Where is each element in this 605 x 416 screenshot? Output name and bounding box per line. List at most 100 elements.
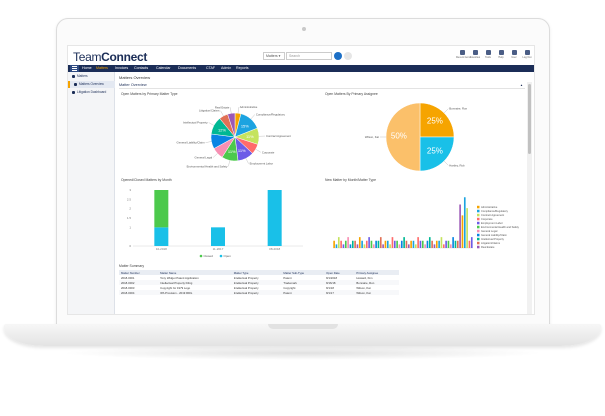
nav-item-home[interactable]: Home (82, 66, 92, 70)
bar-27[interactable] (396, 240, 398, 248)
search-scope-select[interactable]: Matters ▾ (263, 52, 285, 60)
bar-29[interactable] (400, 240, 403, 248)
bar-0[interactable] (333, 240, 335, 248)
bar-41[interactable] (428, 237, 431, 248)
scrollbar-thumb[interactable] (528, 84, 531, 154)
bar-48[interactable] (445, 240, 447, 248)
bar-23[interactable] (386, 240, 389, 248)
nav-item-calendar[interactable]: Calendar (156, 66, 171, 70)
bar-55[interactable] (461, 215, 464, 248)
bar-13[interactable] (363, 244, 366, 248)
bar-42[interactable] (431, 240, 433, 248)
bar-40[interactable] (426, 240, 429, 248)
bar-22[interactable] (384, 240, 387, 248)
nav-item-documents[interactable]: Documents (178, 66, 197, 70)
sidebar-item-matters[interactable]: Matters (68, 73, 115, 80)
column-header-matter-name[interactable]: Matter Name (158, 270, 232, 275)
bar-16[interactable] (370, 240, 373, 248)
table-row[interactable]: 2018-0004 IPA Provision - 2019 RDG Intelle… (119, 290, 399, 295)
bar-49[interactable] (447, 240, 450, 248)
bar-52[interactable] (454, 240, 457, 248)
bar-21[interactable] (382, 244, 384, 248)
toolbar-favorites-button[interactable]: Favorites (469, 50, 481, 59)
bar-18[interactable] (375, 240, 377, 248)
nav-item-contacts[interactable]: Contacts (134, 66, 149, 70)
bar-35[interactable] (414, 244, 417, 248)
column-header-open-date[interactable]: Open Date (324, 270, 355, 275)
bar-47[interactable] (442, 244, 445, 248)
column-header-matter-sub-type[interactable]: Matter Sub-Type (281, 270, 325, 275)
bar-38[interactable] (421, 240, 424, 248)
toolbar-tools-button[interactable]: Tools (482, 50, 494, 59)
bar-17[interactable] (372, 244, 375, 248)
bar-open-10-2018[interactable] (154, 227, 169, 246)
table-row[interactable]: 2018-0003 Copyright for 1979 Logo Intellec… (119, 285, 399, 290)
table-row[interactable]: 2018-0002 Intellectual Property Filing Int… (119, 280, 399, 285)
nav-item-reports[interactable]: Reports (236, 66, 249, 70)
table-row[interactable]: 2018-0001 Tony Widget Patent Application I… (119, 275, 399, 280)
pie-slice-hartley-rob[interactable] (419, 136, 455, 172)
bar-12[interactable] (361, 240, 363, 248)
bar-open-08-2018[interactable] (267, 190, 282, 246)
bar-34[interactable] (412, 240, 415, 248)
bar-28[interactable] (398, 244, 401, 248)
collapse-icon[interactable]: ▲ (520, 83, 523, 87)
panel-header[interactable]: Matter Overview ▲ (119, 83, 525, 89)
bar-54[interactable] (459, 204, 461, 249)
column-header-matter-type[interactable]: Matter Type (231, 270, 282, 275)
bar-57[interactable] (466, 208, 468, 248)
bar-15[interactable] (368, 237, 370, 248)
search-input[interactable]: Search (286, 52, 332, 60)
toolbar-user-button[interactable]: User (508, 50, 520, 59)
bar-8[interactable] (351, 240, 354, 248)
bar-3[interactable] (340, 240, 342, 248)
bar-10[interactable] (356, 244, 359, 248)
bar-20[interactable] (379, 237, 382, 248)
bar-44[interactable] (435, 240, 438, 248)
bar-9[interactable] (354, 240, 356, 248)
bar-37[interactable] (419, 240, 422, 248)
logo[interactable]: TeamConnect (73, 50, 147, 64)
bar-36[interactable] (417, 237, 419, 248)
column-header-primary-assignee[interactable]: Primary Assignee (354, 270, 399, 275)
bar-open-11-2017[interactable] (211, 227, 225, 246)
nav-item-matters[interactable]: Matters (96, 66, 108, 70)
nav-item-ctaf[interactable]: CTAF (206, 66, 216, 70)
column-header-matter-number[interactable]: Matter Number (119, 270, 159, 275)
bar-14[interactable] (365, 240, 368, 248)
bar-30[interactable] (403, 237, 405, 248)
toolbar-recent-items-button[interactable]: Recent Items (456, 50, 471, 59)
bar-58[interactable] (468, 240, 471, 248)
bar-33[interactable] (410, 240, 412, 248)
bar-39[interactable] (424, 244, 426, 248)
bar-closed-10-2018[interactable] (154, 190, 169, 228)
nav-item-admin[interactable]: Admin (221, 66, 232, 70)
nav-item-invoices[interactable]: Invoices (115, 66, 129, 70)
sidebar-item-litigation-dashboard[interactable]: Litigation Dashboard (68, 89, 115, 96)
bar-56[interactable] (463, 197, 466, 248)
toolbar-log-out-button[interactable]: Log Out (521, 50, 533, 59)
bar-32[interactable] (407, 244, 410, 248)
bar-4[interactable] (342, 244, 345, 248)
bar-51[interactable] (452, 237, 454, 248)
bar-5[interactable] (344, 240, 347, 248)
bar-25[interactable] (391, 237, 394, 248)
bar-19[interactable] (377, 240, 380, 248)
bar-26[interactable] (393, 240, 396, 248)
bar-1[interactable] (335, 244, 338, 248)
bar-53[interactable] (456, 240, 459, 248)
bar-11[interactable] (358, 237, 361, 248)
bar-59[interactable] (470, 237, 473, 248)
bar-46[interactable] (440, 237, 443, 248)
menu-icon[interactable] (70, 65, 79, 72)
bar-7[interactable] (349, 244, 352, 248)
scrollbar[interactable] (527, 82, 532, 314)
sidebar-item-matters-overview[interactable]: Matters Overview (68, 81, 115, 88)
toolbar-help-button[interactable]: Help (495, 50, 507, 59)
bar-50[interactable] (449, 244, 452, 248)
search-button[interactable] (334, 52, 342, 60)
bar-45[interactable] (438, 240, 440, 248)
bar-6[interactable] (347, 237, 349, 248)
bar-2[interactable] (337, 237, 340, 248)
bar-24[interactable] (389, 244, 391, 248)
